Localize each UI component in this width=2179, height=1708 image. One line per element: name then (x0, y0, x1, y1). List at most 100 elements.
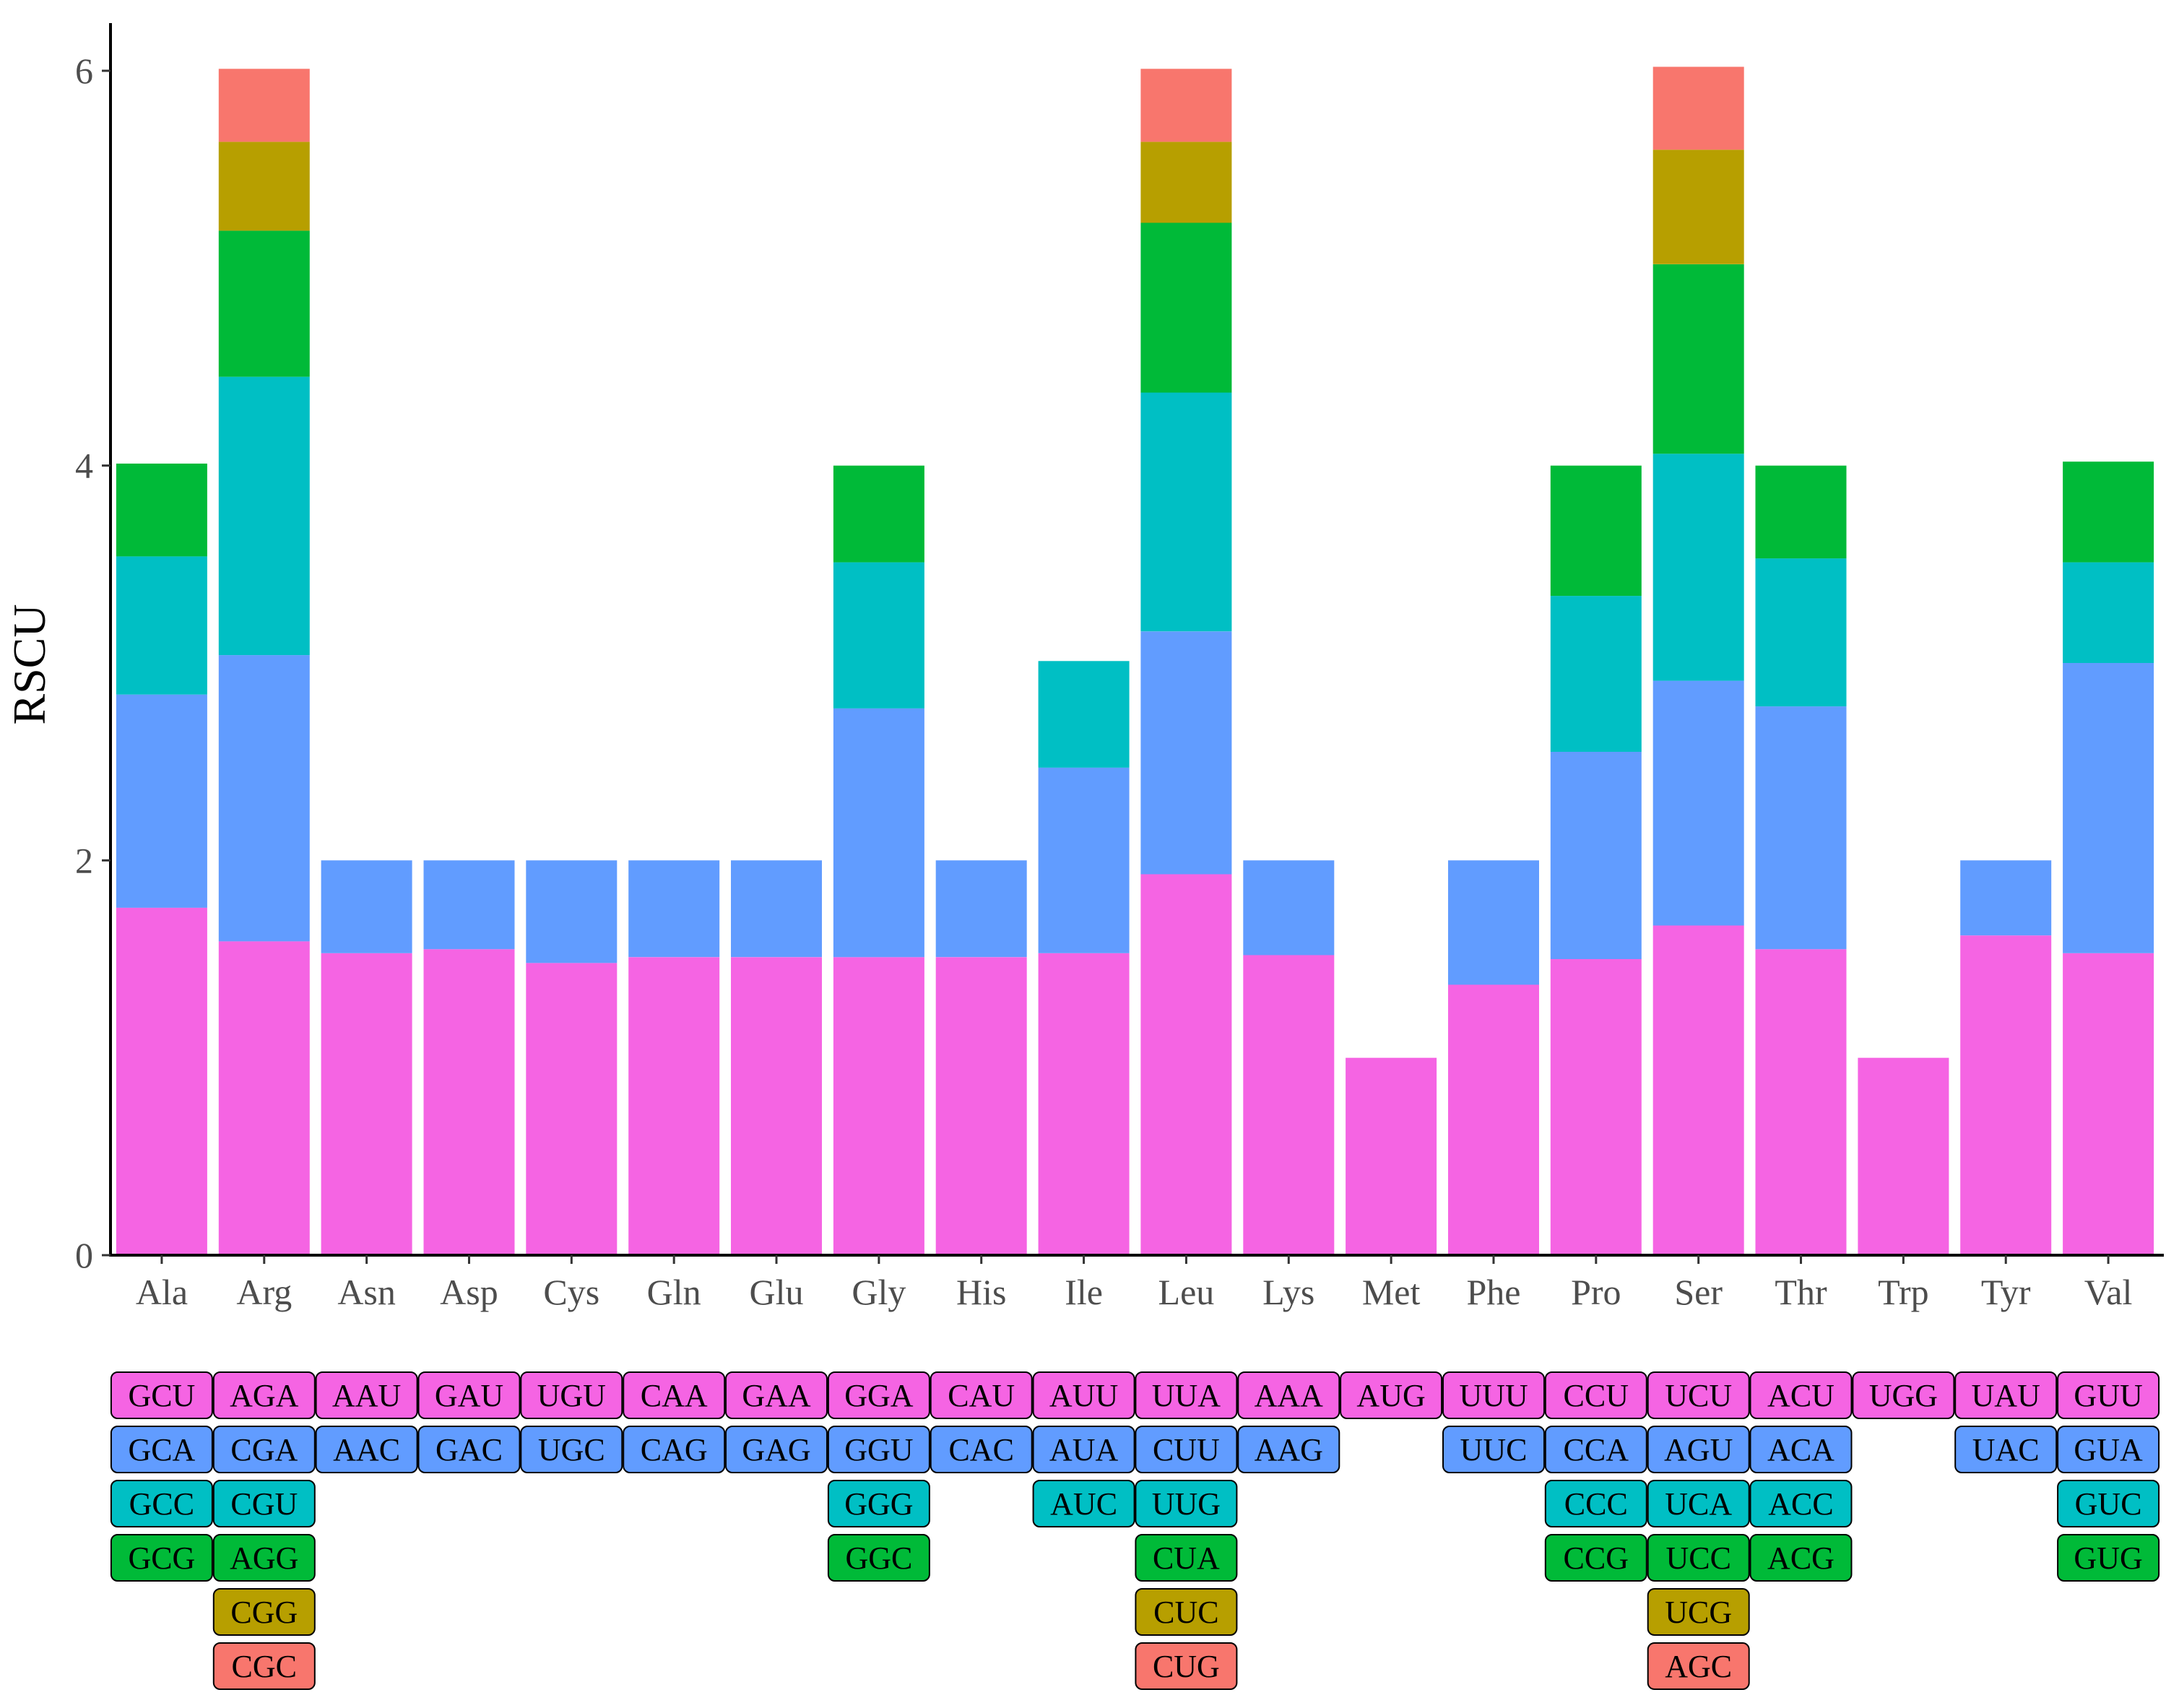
svg-text:GAU: GAU (435, 1378, 503, 1413)
svg-text:AAG: AAG (1255, 1432, 1323, 1468)
bar-arg-cgu (218, 376, 310, 656)
bar-glu-gaa (731, 957, 822, 1255)
codon-label-uac: UAC (1954, 1426, 2058, 1473)
bar-val-gug (2063, 461, 2154, 563)
svg-text:AAC: AAC (333, 1432, 400, 1468)
svg-text:CCA: CCA (1564, 1432, 1629, 1468)
svg-text:CAU: CAU (948, 1378, 1015, 1413)
svg-text:GCA: GCA (128, 1432, 195, 1468)
svg-text:GCU: GCU (128, 1378, 195, 1413)
codon-label-ucc: UCC (1647, 1534, 1750, 1582)
codon-label-cgu: CGU (212, 1480, 316, 1527)
bar-val-guc (2063, 562, 2154, 663)
svg-text:UUG: UUG (1152, 1486, 1221, 1522)
x-tick-label-his: His (956, 1272, 1006, 1312)
x-tick-label-tyr: Tyr (1981, 1272, 2031, 1312)
bar-ala-gcu (116, 907, 207, 1255)
codon-label-aua: AUA (1032, 1426, 1135, 1473)
bar-asp-gac (423, 860, 515, 950)
bar-gly-ggc (833, 465, 924, 563)
svg-text:GCC: GCC (129, 1486, 194, 1522)
bar-leu-cuu (1140, 631, 1232, 875)
codon-label-cgc: CGC (212, 1642, 316, 1690)
x-tick-label-cys: Cys (543, 1272, 599, 1312)
bar-ser-ucc (1652, 264, 1744, 454)
codon-label-gac: GAC (417, 1426, 521, 1473)
bar-ala-gca (116, 694, 207, 908)
bar-arg-cgc (218, 69, 310, 142)
svg-text:CCU: CCU (1564, 1378, 1629, 1413)
svg-text:GAG: GAG (742, 1432, 810, 1468)
codon-label-ccu: CCU (1544, 1371, 1647, 1419)
svg-text:CAG: CAG (641, 1432, 708, 1468)
bar-pro-ccu (1550, 959, 1642, 1255)
bar-val-gua (2063, 663, 2154, 953)
svg-text:UGU: UGU (537, 1378, 606, 1413)
svg-text:ACA: ACA (1767, 1432, 1834, 1468)
x-tick-label-glu: Glu (750, 1272, 804, 1312)
x-tick-label-gly: Gly (852, 1272, 906, 1312)
x-tick-label-trp: Trp (1878, 1272, 1928, 1312)
svg-text:GAC: GAC (436, 1432, 503, 1468)
x-tick-label-gln: Gln (647, 1272, 701, 1312)
codon-label-uca: UCA (1647, 1480, 1750, 1527)
codon-label-gcc: GCC (110, 1480, 213, 1527)
x-tick-label-pro: Pro (1571, 1272, 1621, 1312)
bar-ala-gcc (116, 556, 207, 695)
x-tick-label-thr: Thr (1775, 1272, 1827, 1312)
codon-label-uuu: UUU (1442, 1371, 1545, 1419)
bar-asp-gau (423, 949, 515, 1255)
codon-label-ugu: UGU (520, 1371, 623, 1419)
svg-text:CUU: CUU (1153, 1432, 1220, 1468)
svg-text:CUC: CUC (1153, 1595, 1218, 1630)
x-tick-label-leu: Leu (1158, 1272, 1215, 1312)
bar-leu-cuc (1140, 142, 1232, 223)
codon-label-aag: AAG (1237, 1426, 1340, 1473)
codon-label-ggc: GGC (827, 1534, 930, 1582)
svg-text:GGC: GGC (845, 1540, 912, 1576)
bar-his-cau (935, 957, 1027, 1255)
codon-label-aau: AAU (315, 1371, 418, 1419)
codon-label-aca: ACA (1749, 1426, 1853, 1473)
codon-label-uua: UUA (1135, 1371, 1238, 1419)
codon-label-ggu: GGU (827, 1426, 930, 1473)
codon-label-gau: GAU (417, 1371, 521, 1419)
codon-label-cau: CAU (930, 1371, 1033, 1419)
svg-text:AUA: AUA (1049, 1432, 1119, 1468)
bar-leu-cua (1140, 222, 1232, 393)
codon-label-ccc: CCC (1544, 1480, 1647, 1527)
bar-thr-acu (1755, 949, 1847, 1255)
codon-label-acu: ACU (1749, 1371, 1853, 1419)
bar-pro-cca (1550, 752, 1642, 959)
codon-label-guu: GUU (2057, 1371, 2160, 1419)
bar-phe-uuu (1448, 984, 1539, 1255)
codon-label-cac: CAC (930, 1426, 1033, 1473)
bar-thr-acg (1755, 465, 1847, 559)
bar-leu-uua (1140, 874, 1232, 1255)
codon-label-gaa: GAA (725, 1371, 828, 1419)
bar-ile-auu (1038, 953, 1130, 1255)
x-tick-label-met: Met (1362, 1272, 1421, 1312)
x-tick-label-phe: Phe (1466, 1272, 1520, 1312)
svg-text:AUU: AUU (1049, 1378, 1118, 1413)
svg-text:CGA: CGA (230, 1432, 298, 1468)
bar-gln-cag (628, 860, 720, 958)
codon-label-cag: CAG (623, 1426, 726, 1473)
bar-leu-cug (1140, 69, 1232, 142)
svg-text:UAU: UAU (1972, 1378, 2040, 1413)
codon-label-ggg: GGG (827, 1480, 930, 1527)
svg-text:UUA: UUA (1152, 1378, 1221, 1413)
bar-ser-ucu (1652, 925, 1744, 1255)
codon-label-ugc: UGC (520, 1426, 623, 1473)
svg-text:CAC: CAC (948, 1432, 1013, 1468)
y-tick-label-6: 6 (75, 51, 93, 91)
codon-label-gcg: GCG (110, 1534, 213, 1582)
bar-gly-gga (833, 957, 924, 1255)
codon-label-uuc: UUC (1442, 1426, 1545, 1473)
bar-ser-uca (1652, 454, 1744, 681)
bar-val-guu (2063, 953, 2154, 1255)
svg-text:GUA: GUA (2074, 1432, 2143, 1468)
svg-text:CCG: CCG (1564, 1540, 1629, 1576)
svg-text:GGG: GGG (844, 1486, 913, 1522)
y-tick-label-2: 2 (75, 840, 93, 880)
